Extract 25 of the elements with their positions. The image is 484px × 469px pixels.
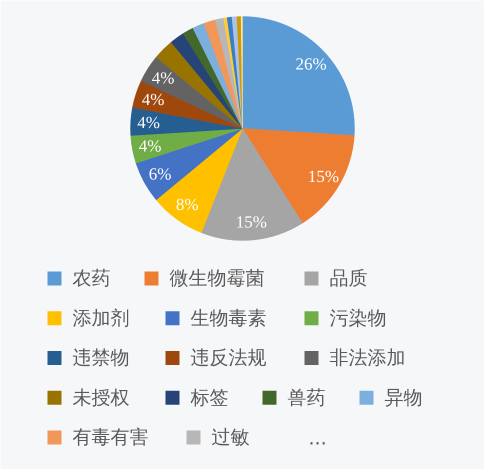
data-label: 4% [142, 90, 164, 109]
legend-label: 异物 [384, 386, 422, 409]
legend-label: 添加剂 [72, 307, 130, 330]
data-label: 6% [148, 164, 172, 184]
legend-label: 污染物 [330, 307, 386, 330]
legend-label: 违禁物 [72, 347, 130, 369]
legend-label: 农药 [72, 268, 110, 290]
legend-label: 生物毒素 [190, 307, 266, 330]
legend-label: 有毒有害 [72, 426, 148, 448]
data-label: 15% [308, 166, 340, 186]
data-label: 4% [138, 136, 162, 156]
text: ... [308, 428, 327, 450]
legend-label: 微生物霉菌 [170, 268, 264, 290]
data-label: 15% [236, 212, 267, 232]
legend-label: 品质 [330, 268, 368, 290]
legend-label: 兽药 [288, 386, 326, 409]
legend-label: 违反法规 [190, 347, 266, 369]
legend-label: 未授权 [72, 386, 130, 409]
legend-label: 标签 [190, 386, 228, 409]
data-label: 4% [137, 113, 160, 132]
data-label: 8% [176, 195, 199, 214]
data-label: 26% [296, 54, 327, 74]
legend-label: 过敏 [212, 426, 250, 448]
legend-label: 非法添加 [330, 347, 406, 369]
data-label: 4% [152, 68, 174, 88]
